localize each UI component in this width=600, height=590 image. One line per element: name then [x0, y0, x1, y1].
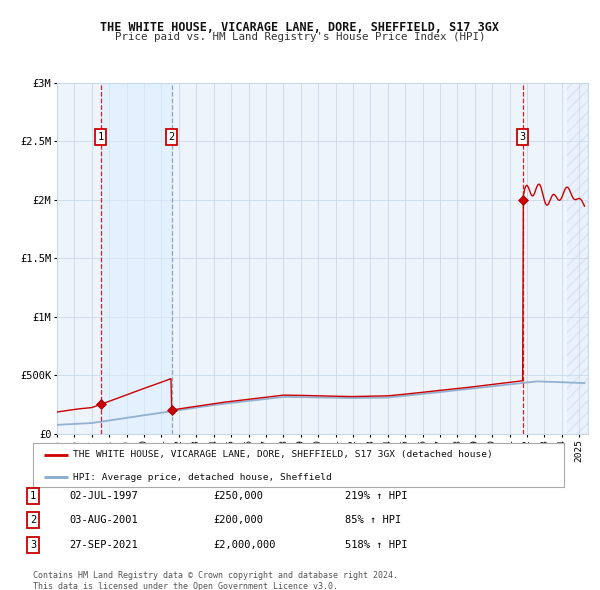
Text: £200,000: £200,000: [213, 516, 263, 525]
Text: 02-JUL-1997: 02-JUL-1997: [69, 491, 138, 500]
Text: THE WHITE HOUSE, VICARAGE LANE, DORE, SHEFFIELD, S17 3GX: THE WHITE HOUSE, VICARAGE LANE, DORE, SH…: [101, 21, 499, 34]
Text: This data is licensed under the Open Government Licence v3.0.: This data is licensed under the Open Gov…: [33, 582, 338, 590]
Text: THE WHITE HOUSE, VICARAGE LANE, DORE, SHEFFIELD, S17 3GX (detached house): THE WHITE HOUSE, VICARAGE LANE, DORE, SH…: [73, 450, 493, 460]
Text: 03-AUG-2001: 03-AUG-2001: [69, 516, 138, 525]
Text: HPI: Average price, detached house, Sheffield: HPI: Average price, detached house, Shef…: [73, 473, 332, 481]
Text: 3: 3: [520, 132, 526, 142]
Text: 3: 3: [30, 540, 36, 550]
Text: 2: 2: [169, 132, 175, 142]
Text: 1: 1: [97, 132, 104, 142]
Text: Contains HM Land Registry data © Crown copyright and database right 2024.: Contains HM Land Registry data © Crown c…: [33, 571, 398, 580]
Text: £250,000: £250,000: [213, 491, 263, 500]
Text: 518% ↑ HPI: 518% ↑ HPI: [345, 540, 407, 550]
Text: £2,000,000: £2,000,000: [213, 540, 275, 550]
Bar: [567, 83, 588, 434]
Text: Price paid vs. HM Land Registry's House Price Index (HPI): Price paid vs. HM Land Registry's House …: [115, 32, 485, 42]
Text: 85% ↑ HPI: 85% ↑ HPI: [345, 516, 401, 525]
Bar: [101, 83, 172, 434]
Text: 1: 1: [30, 491, 36, 500]
Text: 2: 2: [30, 516, 36, 525]
Text: 219% ↑ HPI: 219% ↑ HPI: [345, 491, 407, 500]
Text: 27-SEP-2021: 27-SEP-2021: [69, 540, 138, 550]
